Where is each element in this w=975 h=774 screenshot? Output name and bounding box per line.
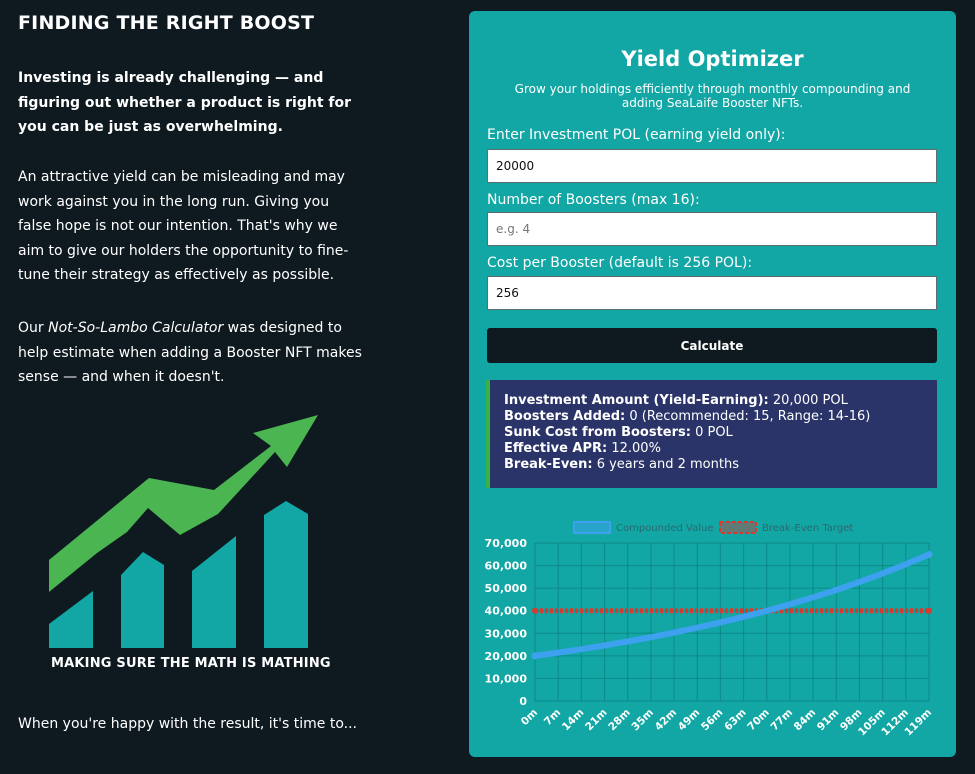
cost-per-booster-input[interactable] bbox=[487, 276, 937, 310]
break-even-end-point bbox=[926, 607, 932, 614]
result-apr: Effective APR: 12.00% bbox=[504, 441, 937, 457]
compounded-start-point bbox=[531, 652, 539, 660]
x-tick-label: 56m bbox=[699, 707, 726, 734]
result-sunk-cost: Sunk Cost from Boosters: 0 POL bbox=[504, 425, 937, 441]
x-tick-label: 49m bbox=[676, 707, 703, 734]
optimizer-subtitle: Grow your holdings efficiently through m… bbox=[514, 82, 911, 110]
result-boosters-key: Boosters Added: bbox=[504, 409, 626, 424]
result-investment-key: Investment Amount (Yield-Earning): bbox=[504, 393, 769, 408]
yield-optimizer-panel: Yield Optimizer Grow your holdings effic… bbox=[469, 11, 956, 757]
x-tick-label: 91m bbox=[815, 707, 842, 734]
boosters-input[interactable] bbox=[487, 212, 937, 246]
calculator-name: Not-So-Lambo Calculator bbox=[48, 320, 224, 336]
x-tick-label: 14m bbox=[560, 707, 587, 734]
intro-paragraph: Investing is already challenging — and f… bbox=[18, 70, 352, 136]
growth-arrow-icon bbox=[49, 415, 318, 592]
result-apr-key: Effective APR: bbox=[504, 441, 608, 456]
boosters-label: Number of Boosters (max 16): bbox=[487, 192, 700, 208]
illustration-caption: MAKING SURE THE MATH IS MATHING bbox=[51, 656, 331, 671]
illustration-bar-4 bbox=[264, 501, 308, 648]
y-tick-label: 60,000 bbox=[485, 560, 528, 573]
result-breakeven-value: 6 years and 2 months bbox=[592, 457, 739, 472]
result-investment-value: 20,000 POL bbox=[768, 393, 848, 408]
break-even-start-point bbox=[532, 607, 538, 614]
illustration-bar-1 bbox=[49, 591, 93, 648]
legend-compounded-swatch bbox=[573, 521, 611, 534]
result-sunk-value: 0 POL bbox=[690, 425, 733, 440]
x-tick-label: 0m bbox=[519, 707, 540, 728]
y-tick-label: 10,000 bbox=[485, 672, 528, 685]
result-breakeven-key: Break-Even: bbox=[504, 457, 593, 472]
legend-break-even-label: Break-Even Target bbox=[762, 523, 853, 534]
growth-chart-illustration bbox=[49, 415, 318, 648]
section-heading: FINDING THE RIGHT BOOST bbox=[18, 12, 315, 34]
y-tick-label: 20,000 bbox=[485, 650, 528, 663]
results-box: Investment Amount (Yield-Earning): 20,00… bbox=[486, 380, 937, 488]
y-tick-label: 40,000 bbox=[485, 605, 528, 618]
compounded-end-point bbox=[925, 551, 933, 559]
optimizer-title: Yield Optimizer bbox=[621, 47, 804, 71]
info-column: FINDING THE RIGHT BOOST Investing is alr… bbox=[18, 10, 363, 732]
outro-text: When you're happy with the result, it's … bbox=[18, 716, 357, 732]
y-tick-label: 0 bbox=[519, 695, 527, 708]
x-tick-label: 70m bbox=[745, 707, 772, 734]
calculator-text-before: Our bbox=[18, 320, 49, 336]
result-investment: Investment Amount (Yield-Earning): 20,00… bbox=[504, 393, 937, 409]
yield-warning-paragraph: An attractive yield can be misleading an… bbox=[18, 169, 349, 284]
x-tick-label: 84m bbox=[792, 707, 819, 734]
x-tick-label: 77m bbox=[769, 707, 796, 734]
result-boosters-value: 0 (Recommended: 15, Range: 14-16) bbox=[625, 409, 871, 424]
cost-label: Cost per Booster (default is 256 POL): bbox=[487, 255, 753, 271]
x-tick-label: 42m bbox=[653, 707, 680, 734]
investment-input[interactable] bbox=[487, 149, 937, 183]
compounded-value-line bbox=[534, 551, 931, 659]
x-tick-label: 28m bbox=[606, 707, 633, 734]
legend-compounded-label: Compounded Value bbox=[616, 523, 713, 534]
calculator-text-after: was designed to help estimate when addin… bbox=[18, 320, 362, 386]
result-apr-value: 12.00% bbox=[607, 441, 661, 456]
x-tick-label: 35m bbox=[629, 707, 656, 734]
investment-label: Enter Investment POL (earning yield only… bbox=[487, 127, 786, 143]
calculator-description: Our Not-So-Lambo Calculator was designed… bbox=[18, 316, 363, 390]
result-boosters: Boosters Added: 0 (Recommended: 15, Rang… bbox=[504, 409, 937, 425]
yield-line-chart: 70,000 60,000 50,000 40,000 30,000 20,000 10,0… bbox=[485, 521, 934, 738]
y-tick-label: 50,000 bbox=[485, 582, 528, 595]
x-tick-label: 63m bbox=[722, 707, 749, 734]
result-break-even: Break-Even: 6 years and 2 months bbox=[504, 457, 937, 473]
illustration-bar-3 bbox=[192, 536, 236, 648]
illustration-bar-2 bbox=[121, 552, 164, 648]
y-tick-label: 30,000 bbox=[485, 627, 528, 640]
calculate-button[interactable]: Calculate bbox=[487, 328, 937, 363]
result-sunk-key: Sunk Cost from Boosters: bbox=[504, 425, 691, 440]
x-tick-label: 21m bbox=[583, 707, 610, 734]
legend-break-even-swatch bbox=[719, 521, 757, 534]
y-tick-label: 70,000 bbox=[485, 537, 528, 550]
